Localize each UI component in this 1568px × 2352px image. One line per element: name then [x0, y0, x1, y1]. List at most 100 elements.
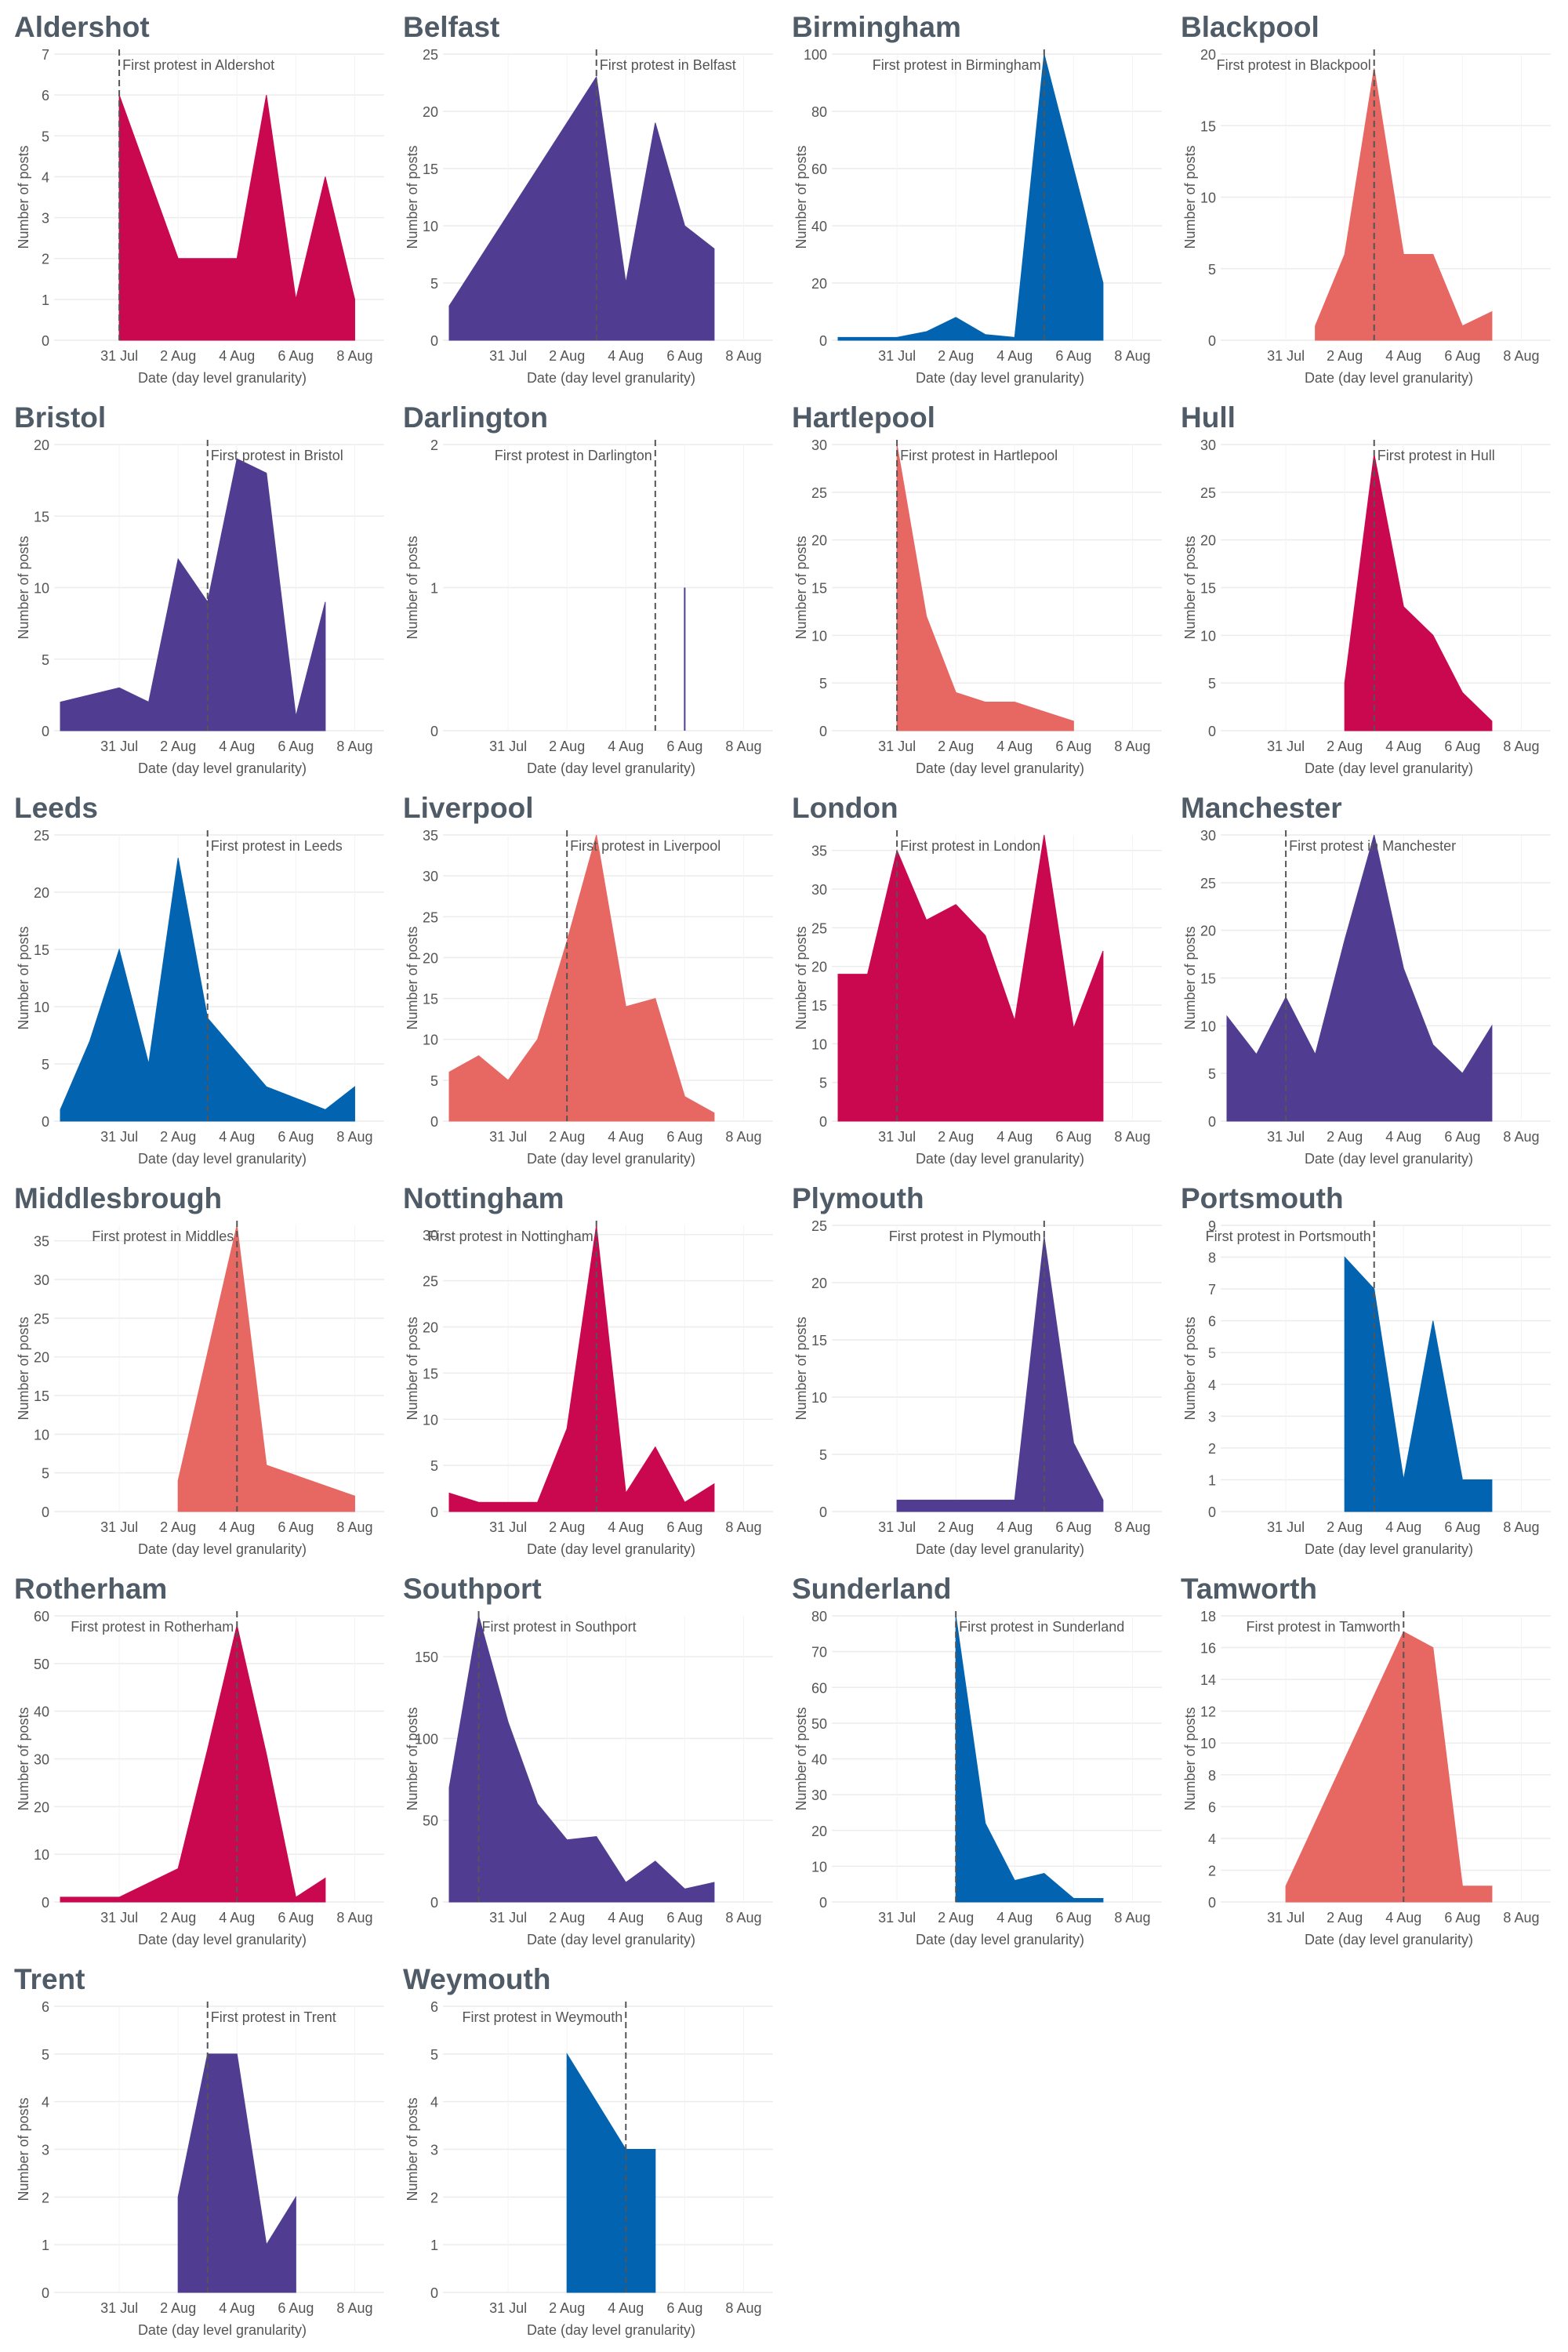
- y-tick-label: 1: [430, 2238, 438, 2253]
- y-axis-label: Number of posts: [16, 926, 31, 1029]
- area-series: [448, 1225, 715, 1512]
- y-tick-label: 30: [34, 1272, 49, 1288]
- y-tick-label: 25: [423, 1274, 438, 1290]
- y-tick-label: 6: [1208, 1314, 1216, 1330]
- chart-title: Sunderland: [792, 1573, 952, 1605]
- area-series: [1226, 834, 1493, 1122]
- chart-title: Nottingham: [403, 1182, 564, 1214]
- y-axis-label: Number of posts: [16, 535, 31, 639]
- y-tick-label: 12: [1200, 1704, 1216, 1720]
- y-tick-label: 0: [42, 333, 49, 349]
- chart-svg: 0 1 2 3 4 5 6 7 8 9 31 Jul 2 Aug 4 Aug 6 Aug 8 Aug Firs…: [1182, 1218, 1551, 1557]
- y-tick-label: 1: [430, 581, 438, 597]
- y-tick-label: 30: [811, 882, 827, 898]
- x-tick-label: 4 Aug: [608, 1910, 644, 1926]
- chart-panel: Aldershot 0 1 2 3 4 5 6 7 31 Jul 2 Aug 4 Aug 6 Aug 8 …: [2, 3, 390, 394]
- y-tick-label: 10: [34, 1847, 49, 1863]
- y-tick-label: 0: [42, 724, 49, 739]
- x-tick-label: 2 Aug: [160, 348, 196, 364]
- y-tick-label: 2: [430, 437, 438, 453]
- protest-annotation: First protest in Sunderland: [959, 1619, 1124, 1635]
- x-tick-label: 4 Aug: [1385, 1519, 1421, 1535]
- x-tick-label: 31 Jul: [1267, 1910, 1305, 1926]
- x-tick-label: 8 Aug: [1114, 739, 1150, 754]
- x-tick-label: 4 Aug: [219, 1910, 255, 1926]
- y-tick-label: 40: [34, 1704, 49, 1720]
- y-tick-label: 5: [430, 276, 438, 292]
- x-tick-label: 2 Aug: [1327, 348, 1363, 364]
- area-series: [118, 94, 355, 341]
- y-tick-label: 100: [415, 1731, 438, 1747]
- x-tick-label: 8 Aug: [1503, 348, 1539, 364]
- y-tick-label: 8: [1208, 1768, 1216, 1784]
- y-tick-label: 14: [1200, 1672, 1216, 1688]
- x-tick-label: 6 Aug: [666, 2300, 702, 2316]
- x-tick-label: 8 Aug: [336, 348, 372, 364]
- y-axis-label: Number of posts: [793, 926, 809, 1029]
- protest-annotation: First protest in Tamworth: [1247, 1619, 1401, 1635]
- y-tick-label: 30: [1200, 437, 1216, 453]
- protest-annotation: First protest in Weymouth: [463, 2009, 623, 2025]
- protest-annotation: First protest in Portsmouth: [1206, 1229, 1371, 1244]
- y-tick-label: 25: [34, 828, 49, 844]
- x-tick-label: 4 Aug: [608, 348, 644, 364]
- y-axis-label: Number of posts: [405, 145, 420, 249]
- chart-svg: 0 1 2 3 4 5 6 31 Jul 2 Aug 4 Aug 6 Aug 8 Aug First p…: [405, 1999, 773, 2338]
- x-tick-label: 31 Jul: [878, 1519, 916, 1535]
- chart-svg: 0 5 10 15 20 25 30 35 31 Jul 2 Aug 4 Aug 6 Aug 8 Aug…: [16, 1221, 384, 1557]
- x-tick-label: 31 Jul: [489, 348, 527, 364]
- x-tick-label: 31 Jul: [1267, 1519, 1305, 1535]
- chart-panel: Sunderland 0 10 20 30 40 50 60 70 80 31 Jul 2 Aug 4 …: [779, 1565, 1168, 1955]
- chart-svg: 0 10 20 30 40 50 60 31 Jul 2 Aug 4 Aug 6 Aug 8 Aug F…: [16, 1609, 384, 1947]
- y-tick-label: 10: [34, 1000, 49, 1015]
- protest-annotation: First protest in Hull: [1377, 448, 1495, 463]
- x-tick-label: 2 Aug: [160, 1910, 196, 1926]
- y-tick-label: 50: [34, 1657, 49, 1672]
- x-axis-label: Date (day level granularity): [1305, 1151, 1473, 1167]
- x-tick-label: 2 Aug: [549, 1129, 585, 1145]
- y-tick-label: 6: [1208, 1799, 1216, 1815]
- y-tick-label: 30: [1200, 828, 1216, 844]
- x-tick-label: 4 Aug: [608, 2300, 644, 2316]
- x-tick-label: 31 Jul: [489, 2300, 527, 2316]
- chart-svg: 0 2 4 6 8 10 12 14 16 18 31 Jul 2 Aug 4 Aug 6 Aug 8 Au…: [1182, 1609, 1551, 1947]
- x-tick-label: 2 Aug: [549, 1519, 585, 1535]
- y-tick-label: 25: [811, 920, 827, 936]
- x-axis-label: Date (day level granularity): [527, 1541, 695, 1557]
- area-series: [896, 1236, 1104, 1512]
- x-tick-label: 4 Aug: [608, 739, 644, 754]
- x-tick-label: 4 Aug: [1385, 348, 1421, 364]
- y-tick-label: 0: [819, 1895, 827, 1911]
- y-axis-label: Number of posts: [793, 1316, 809, 1420]
- x-tick-label: 2 Aug: [549, 1910, 585, 1926]
- y-tick-label: 0: [42, 2285, 49, 2301]
- x-tick-label: 8 Aug: [1114, 1519, 1150, 1535]
- y-tick-label: 25: [811, 485, 827, 501]
- x-tick-label: 2 Aug: [1327, 1910, 1363, 1926]
- chart-svg: 0 5 10 15 20 25 30 31 Jul 2 Aug 4 Aug 6 Aug 8 Aug Fi…: [1182, 437, 1551, 776]
- x-axis-label: Date (day level granularity): [916, 370, 1084, 386]
- chart-panel: Blackpool 0 5 10 15 20 31 Jul 2 Aug 4 Aug 6 Aug 8 …: [1168, 3, 1557, 394]
- x-tick-label: 2 Aug: [160, 1519, 196, 1535]
- x-tick-label: 31 Jul: [100, 1129, 138, 1145]
- y-tick-label: 60: [811, 162, 827, 177]
- chart-panel: Portsmouth 0 1 2 3 4 5 6 7 8 9 31 Jul 2 Aug 4 Aug 6 Au…: [1168, 1174, 1557, 1565]
- y-tick-label: 10: [811, 628, 827, 644]
- x-tick-label: 2 Aug: [1327, 1519, 1363, 1535]
- y-tick-label: 4: [430, 2095, 438, 2111]
- y-tick-label: 10: [423, 1033, 438, 1048]
- x-tick-label: 8 Aug: [725, 1519, 761, 1535]
- x-tick-label: 31 Jul: [878, 1129, 916, 1145]
- x-tick-label: 8 Aug: [1114, 348, 1150, 364]
- y-axis-label: Number of posts: [405, 1707, 420, 1810]
- x-tick-label: 2 Aug: [549, 348, 585, 364]
- chart-svg: 0 1 2 3 4 5 6 7 31 Jul 2 Aug 4 Aug 6 Aug 8 Aug First …: [16, 47, 384, 386]
- x-tick-label: 6 Aug: [1055, 348, 1091, 364]
- y-tick-label: 25: [811, 1218, 827, 1234]
- y-axis-label: Number of posts: [405, 1316, 420, 1420]
- x-axis-label: Date (day level granularity): [138, 1541, 307, 1557]
- chart-title: Hartlepool: [792, 401, 935, 434]
- y-tick-label: 80: [811, 1609, 827, 1624]
- x-tick-label: 8 Aug: [1114, 1129, 1150, 1145]
